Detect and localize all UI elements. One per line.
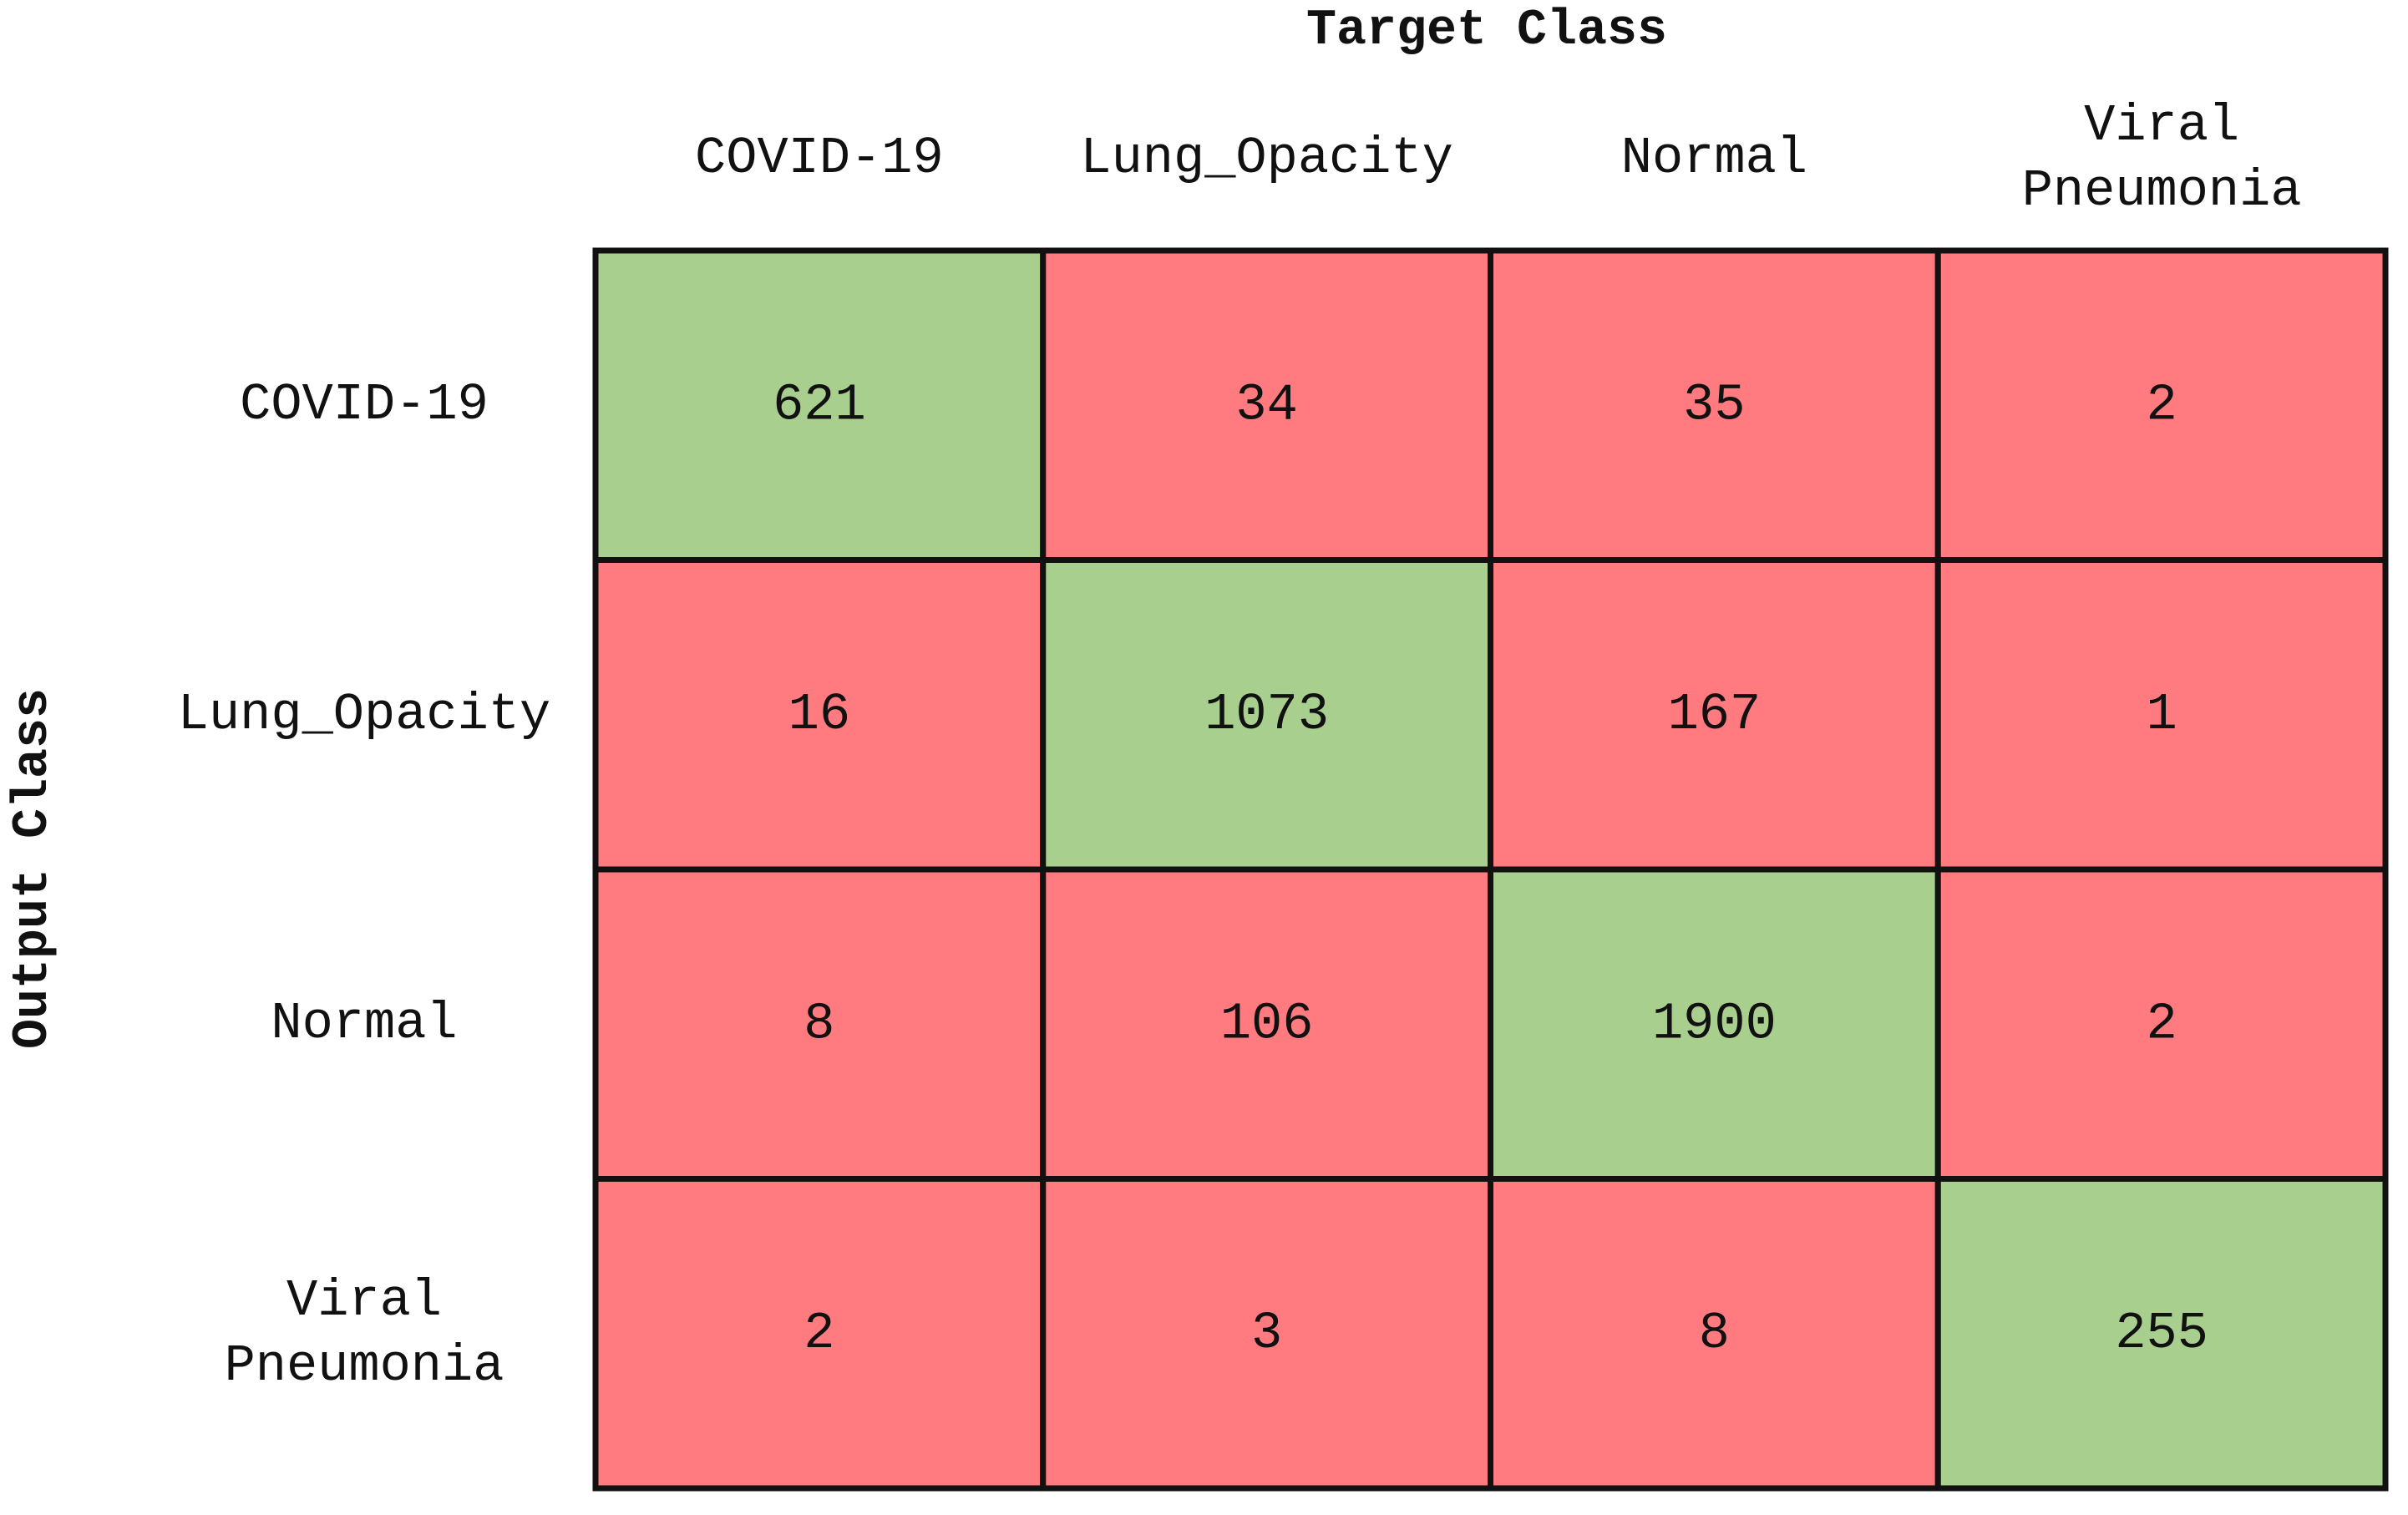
cell-value: 1900 bbox=[1652, 995, 1777, 1054]
cell-value: 3 bbox=[1251, 1304, 1282, 1363]
matrix-cell bbox=[1040, 1176, 1493, 1492]
cell-value: 8 bbox=[804, 995, 834, 1054]
cell-value: 16 bbox=[788, 685, 850, 744]
column-label: Viral Pneumonia bbox=[2021, 96, 2302, 220]
matrix-cell bbox=[592, 1176, 1047, 1492]
matrix-cell bbox=[1934, 247, 2389, 563]
matrix-cell bbox=[1488, 866, 1941, 1182]
cell-value: 255 bbox=[2115, 1304, 2208, 1363]
matrix-cell bbox=[1934, 866, 2389, 1182]
cell-value: 1073 bbox=[1204, 685, 1329, 744]
cell-value: 621 bbox=[773, 376, 866, 435]
cell-value: 106 bbox=[1220, 995, 1314, 1054]
column-label: Lung_Opacity bbox=[1080, 129, 1453, 188]
column-label: COVID-19 bbox=[695, 129, 944, 188]
matrix-cell bbox=[1934, 557, 2389, 873]
cell-value: 1 bbox=[2147, 685, 2177, 744]
x-axis-title: Target Class bbox=[1305, 3, 1668, 59]
matrix-cell bbox=[1934, 1176, 2389, 1492]
matrix-cell bbox=[592, 866, 1047, 1182]
cell-value: 167 bbox=[1668, 685, 1762, 744]
row-label: Viral Pneumonia bbox=[224, 1270, 504, 1396]
cell-value: 34 bbox=[1235, 376, 1297, 435]
cell-value: 2 bbox=[2147, 995, 2177, 1054]
row-label: Normal bbox=[271, 994, 458, 1054]
cell-value: 8 bbox=[1699, 1304, 1730, 1363]
cell-value: 35 bbox=[1683, 376, 1745, 435]
cell-value: 2 bbox=[2147, 376, 2177, 435]
cell-value: 2 bbox=[804, 1304, 834, 1363]
matrix-cell bbox=[1040, 557, 1493, 873]
matrix-cell bbox=[592, 247, 1047, 563]
row-label: Lung_Opacity bbox=[177, 684, 551, 744]
matrix-cell bbox=[1488, 1176, 1941, 1492]
column-label: Normal bbox=[1620, 129, 1807, 188]
row-label: COVID-19 bbox=[240, 375, 489, 435]
